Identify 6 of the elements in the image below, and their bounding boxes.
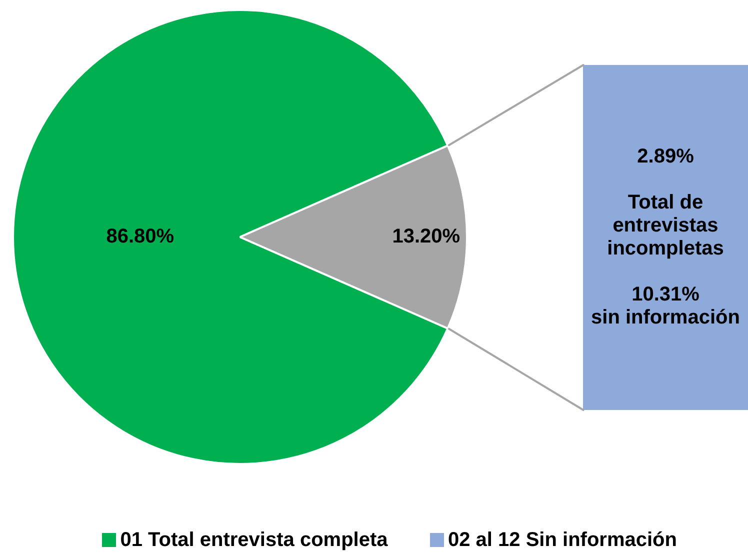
legend-label: 01 Total entrevista completa <box>120 528 388 552</box>
data-label: 13.20% <box>392 226 460 248</box>
data-label: 10.31% sin información <box>591 284 740 329</box>
legend-label: 02 al 12 Sin información <box>448 528 677 552</box>
data-label: 86.80% <box>106 226 174 248</box>
text: 2.89% Total de entrevistas incompletas <box>607 146 724 260</box>
